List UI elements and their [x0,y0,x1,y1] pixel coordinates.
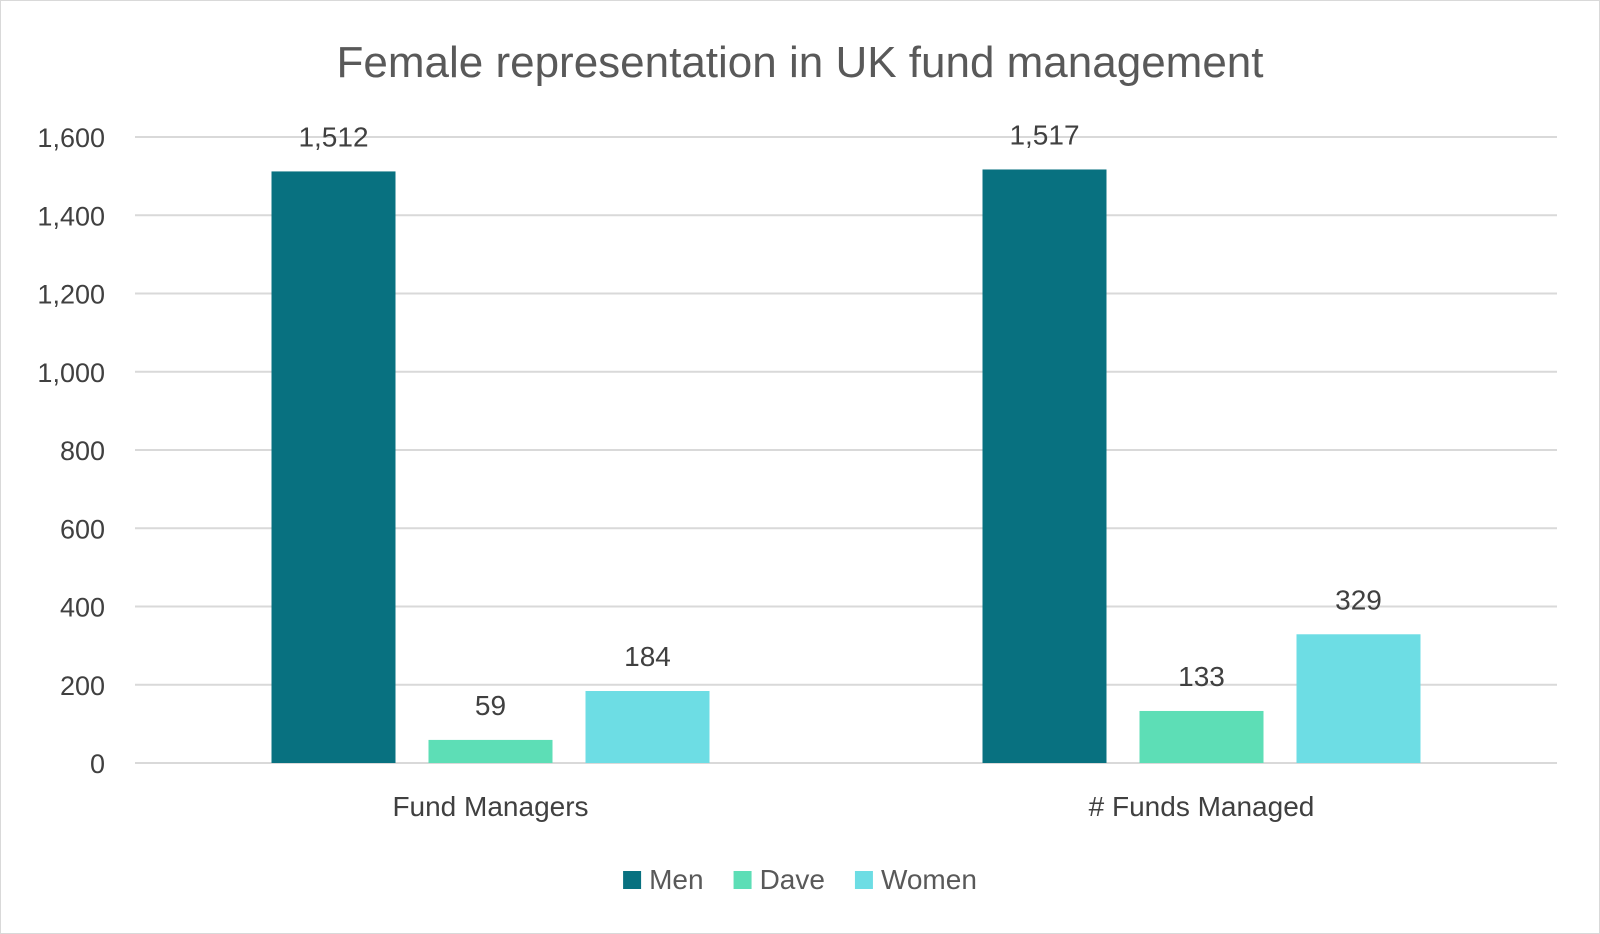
category-label: Fund Managers [392,791,588,822]
data-labels: 1,512 59 184 1,517 133 329 [298,119,1381,720]
y-tick-label: 1,000 [37,358,105,388]
y-tick-label: 600 [60,514,105,544]
legend-swatch-dave [733,871,752,889]
legend-swatch-women [854,871,873,889]
legend-swatch-men [623,871,642,889]
y-axis-tick-labels: 0 200 400 600 800 1,000 1,200 1,400 1,600 [37,123,105,779]
bar-dave-1 [428,739,553,763]
x-axis-category-labels: Fund Managers # Funds Managed [392,791,1314,822]
legend-label: Men [649,864,703,895]
data-label: 133 [1178,661,1225,692]
bar-men-2 [982,169,1107,763]
category-label: # Funds Managed [1089,791,1315,822]
legend-label: Women [881,864,977,895]
bars [271,169,1421,763]
y-tick-label: 800 [60,436,105,466]
y-tick-label: 1,400 [37,201,105,231]
data-label: 184 [624,641,671,672]
data-label: 1,512 [298,121,368,152]
data-label: 1,517 [1009,119,1079,150]
legend-label: Dave [760,864,825,895]
bar-women-1 [585,691,710,763]
chart-title: Female representation in UK fund managem… [337,38,1264,87]
legend: Men Dave Women [623,864,977,895]
data-label: 59 [475,690,506,721]
y-tick-label: 400 [60,593,105,623]
bar-men-1 [271,171,396,763]
y-tick-label: 0 [90,749,105,779]
y-tick-label: 1,200 [37,280,105,310]
bar-women-2 [1296,634,1421,763]
bar-dave-2 [1139,710,1264,763]
data-label: 329 [1335,584,1382,615]
y-tick-label: 200 [60,671,105,701]
y-tick-label: 1,600 [37,123,105,153]
